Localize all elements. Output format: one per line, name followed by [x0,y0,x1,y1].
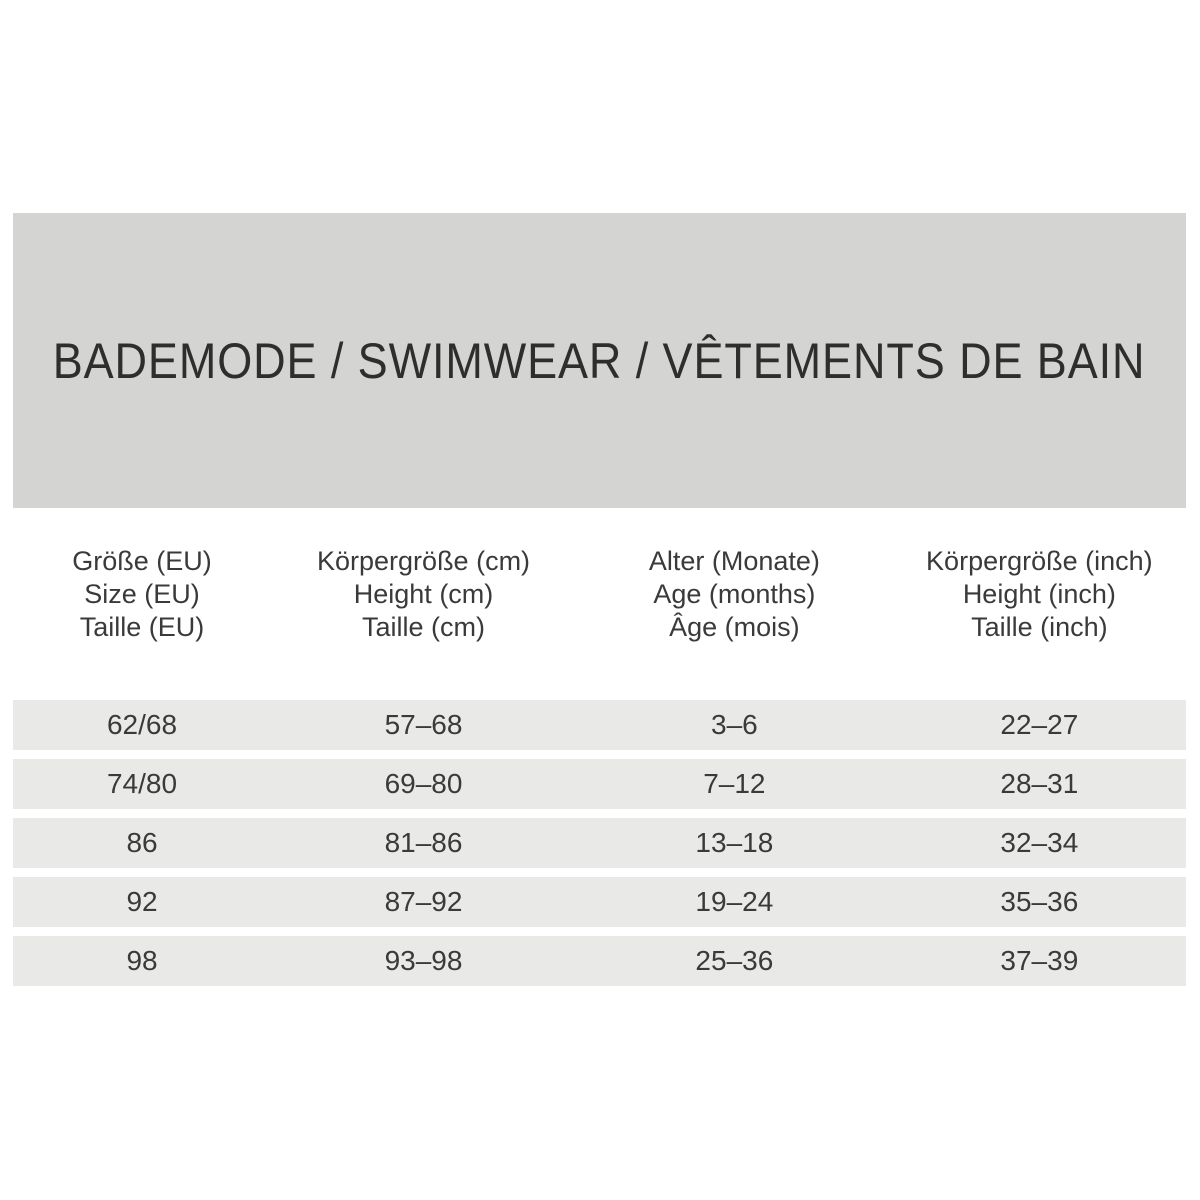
table-row: 92 87–92 19–24 35–36 [13,877,1186,927]
header-line-fr: Taille (EU) [79,612,205,642]
table-row: 74/80 69–80 7–12 28–31 [13,759,1186,809]
cell-height-inch: 32–34 [1000,827,1079,858]
title-banner: BADEMODE / SWIMWEAR / VÊTEMENTS DE BAIN [13,213,1186,508]
header-line-en: Size (EU) [84,579,200,609]
page-title: BADEMODE / SWIMWEAR / VÊTEMENTS DE BAIN [53,332,1146,389]
table-row: 98 93–98 25–36 37–39 [13,936,1186,986]
header-line-de: Körpergröße (cm) [317,546,531,576]
cell-height-cm: 87–92 [384,886,463,917]
cell-height-cm: 81–86 [384,827,463,858]
cell-height-inch: 37–39 [1000,945,1079,976]
cell-size: 74/80 [106,768,178,799]
header-line-en: Height (cm) [353,579,494,609]
table-header-row: Größe (EU) Size (EU) Taille (EU) Körperg… [13,545,1186,644]
header-line-en: Height (inch) [962,579,1116,609]
cell-age-months: 25–36 [695,945,774,976]
column-header-size-eu: Größe (EU) Size (EU) Taille (EU) [13,545,271,644]
header-line-de: Größe (EU) [72,546,212,576]
header-line-fr: Taille (cm) [362,612,486,642]
header-line-en: Age (months) [653,579,816,609]
cell-age-months: 7–12 [703,768,766,799]
cell-size: 86 [126,827,158,858]
header-line-de: Körpergröße (inch) [926,546,1153,576]
table-row: 86 81–86 13–18 32–34 [13,818,1186,868]
column-header-age-months: Alter (Monate) Age (months) Âge (mois) [576,545,893,644]
header-line-fr: Taille (inch) [971,612,1108,642]
cell-height-cm: 93–98 [384,945,463,976]
table-row: 62/68 57–68 3–6 22–27 [13,700,1186,750]
cell-height-cm: 57–68 [384,709,463,740]
header-line-de: Alter (Monate) [648,546,820,576]
cell-height-inch: 35–36 [1000,886,1079,917]
cell-size: 92 [126,886,158,917]
header-line-fr: Âge (mois) [669,612,800,642]
cell-height-inch: 28–31 [1000,768,1079,799]
cell-size: 98 [126,945,158,976]
cell-size: 62/68 [106,709,178,740]
column-header-height-cm: Körpergröße (cm) Height (cm) Taille (cm) [271,545,576,644]
cell-age-months: 3–6 [711,709,758,740]
cell-height-inch: 22–27 [1000,709,1079,740]
cell-height-cm: 69–80 [384,768,463,799]
table-body: 62/68 57–68 3–6 22–27 74/80 69–80 7–12 2… [13,700,1186,986]
cell-age-months: 13–18 [695,827,774,858]
cell-age-months: 19–24 [695,886,774,917]
column-header-height-inch: Körpergröße (inch) Height (inch) Taille … [893,545,1186,644]
